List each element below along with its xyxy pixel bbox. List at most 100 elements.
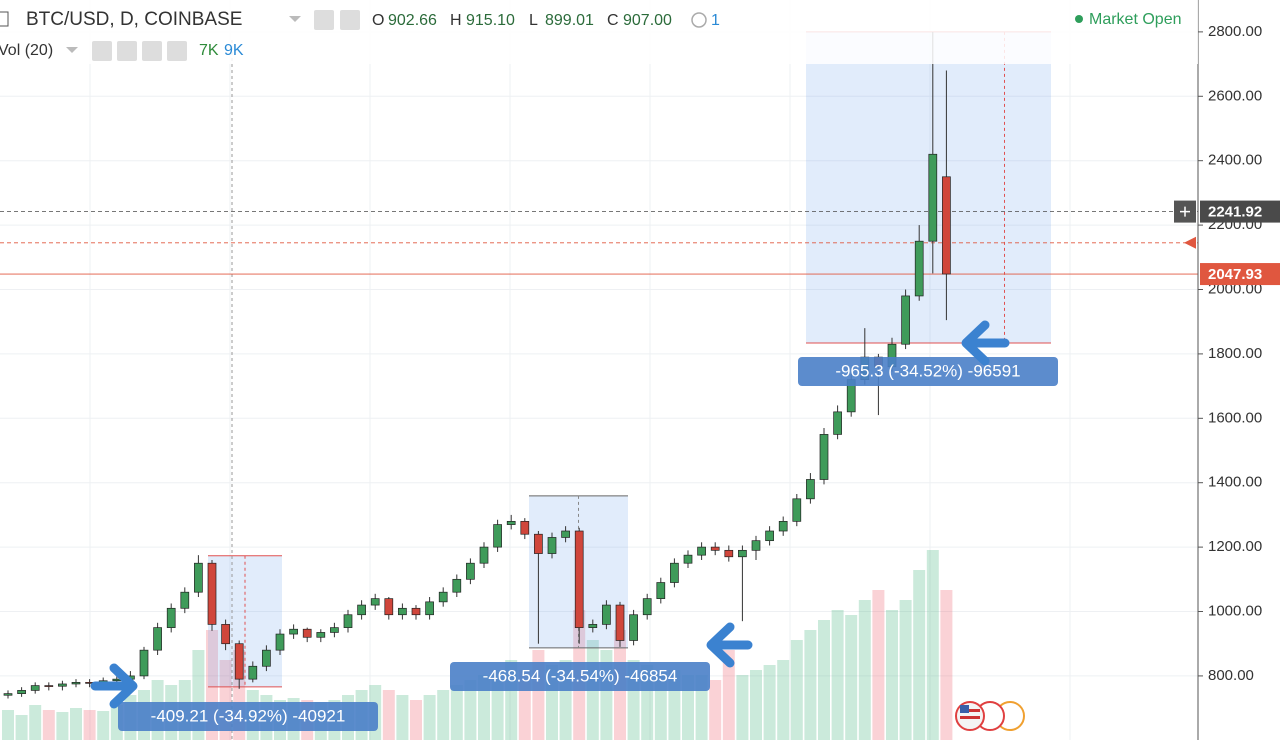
candle-body bbox=[928, 153, 938, 242]
measure-label: -468.54 (-34.54%) -46854 bbox=[483, 666, 678, 685]
icon[interactable] bbox=[142, 41, 162, 61]
icon[interactable] bbox=[117, 41, 137, 61]
volume-bar bbox=[682, 675, 694, 740]
volume-bar bbox=[437, 690, 450, 740]
volume-bar bbox=[777, 660, 790, 740]
candle-body bbox=[792, 498, 802, 522]
icon[interactable] bbox=[92, 41, 112, 61]
candle-body bbox=[751, 540, 761, 551]
candle-body bbox=[819, 434, 829, 480]
candle-body bbox=[180, 591, 190, 609]
menu-icon[interactable] bbox=[0, 11, 9, 27]
l-value: 899.01 bbox=[545, 12, 594, 29]
price-tag-label: 2047.93 bbox=[1208, 266, 1262, 283]
candle-body bbox=[602, 604, 611, 625]
volume-bar bbox=[913, 570, 926, 740]
axis-labels: 800.00 1000.00 1200.00 1400.00 1600.00 1800.0… bbox=[1174, 23, 1280, 684]
volume-bar bbox=[464, 680, 477, 740]
candle-body bbox=[574, 530, 584, 628]
candle-body bbox=[765, 530, 774, 542]
volume-bar bbox=[29, 705, 42, 740]
volume-bar bbox=[818, 620, 830, 740]
candle-body bbox=[166, 607, 176, 628]
candle-body bbox=[384, 598, 394, 616]
measure-labels: -409.21 (-34.92%) -40921 -468.54 (-34.54%… bbox=[118, 357, 1058, 731]
volume-bar bbox=[790, 640, 803, 740]
volume-bar bbox=[56, 712, 69, 740]
y-tick-label: 1000.00 bbox=[1208, 602, 1262, 619]
candle-body bbox=[207, 562, 217, 625]
candle-body bbox=[194, 562, 203, 593]
c-label: C bbox=[607, 12, 619, 29]
price-tag bbox=[1200, 263, 1280, 286]
volume-bar bbox=[804, 630, 817, 740]
candle-body bbox=[221, 624, 230, 645]
alert-count: 1 bbox=[711, 12, 720, 29]
dropdown[interactable] bbox=[289, 16, 301, 22]
dropdown[interactable] bbox=[66, 47, 78, 53]
volume-bar bbox=[450, 685, 463, 740]
flag-stripe bbox=[960, 716, 980, 719]
alert-icon[interactable] bbox=[691, 12, 707, 28]
candle-body bbox=[806, 479, 815, 500]
price-tag-label: 2241.92 bbox=[1208, 204, 1262, 221]
measure-label: -965.3 (-34.52%) -96591 bbox=[835, 361, 1020, 380]
candle-body bbox=[343, 614, 353, 628]
candle-body bbox=[452, 578, 462, 593]
icon[interactable] bbox=[340, 10, 360, 30]
candle-body bbox=[398, 607, 407, 616]
volume-study[interactable]: Vol (20) bbox=[0, 42, 53, 59]
volume-bar bbox=[410, 700, 422, 740]
measure-label-bg bbox=[798, 357, 1058, 386]
c-value: 907.00 bbox=[623, 12, 672, 29]
candle-body bbox=[248, 665, 258, 680]
candle-body bbox=[3, 693, 13, 696]
candle-body bbox=[656, 582, 666, 599]
arrow bbox=[90, 663, 138, 709]
volume-bar bbox=[382, 690, 395, 740]
symbol[interactable]: BTC/USD, D, COINBASE bbox=[26, 9, 242, 30]
candle-body bbox=[316, 632, 326, 638]
y-tick-label: 2600.00 bbox=[1208, 87, 1262, 104]
volume-ma: 9K bbox=[224, 42, 244, 59]
volume-bar bbox=[15, 715, 28, 740]
volume-bar bbox=[858, 600, 871, 740]
y-tick-label: 2800.00 bbox=[1208, 23, 1262, 40]
volume-bar bbox=[872, 590, 885, 740]
volume-bar bbox=[396, 695, 409, 740]
candle-body bbox=[547, 537, 557, 554]
candle-body bbox=[642, 598, 652, 616]
candle-body bbox=[738, 549, 747, 558]
market-status: Market Open bbox=[1089, 11, 1181, 28]
icon[interactable] bbox=[167, 41, 187, 61]
arrows bbox=[90, 320, 1010, 709]
status-dot bbox=[1075, 15, 1083, 23]
candle-body bbox=[71, 682, 81, 685]
candle-body bbox=[44, 685, 54, 687]
candle-body bbox=[30, 685, 40, 691]
icon[interactable] bbox=[314, 10, 334, 30]
candle-body bbox=[289, 628, 298, 635]
volume-value: 7K bbox=[199, 42, 219, 59]
candle-body bbox=[697, 546, 706, 556]
candle-body bbox=[534, 533, 543, 554]
y-tick-label: 2400.00 bbox=[1208, 152, 1262, 169]
candle-body bbox=[901, 295, 910, 345]
events[interactable] bbox=[955, 701, 1025, 731]
candle-body bbox=[58, 683, 67, 687]
measure-label-bg bbox=[450, 662, 710, 691]
price-lines bbox=[0, 211, 1198, 275]
ohlc: O 902.66 H 915.10 L 899.01 C 907.00 bbox=[372, 12, 672, 29]
volume-bar bbox=[940, 590, 953, 740]
candle-body bbox=[493, 524, 502, 548]
o-label: O bbox=[372, 12, 384, 29]
header-bg bbox=[0, 0, 1198, 64]
volume-bar bbox=[478, 675, 490, 740]
candle-body bbox=[670, 562, 679, 583]
candle-body bbox=[425, 601, 434, 616]
candle-body bbox=[330, 627, 339, 633]
volume-bar bbox=[423, 695, 436, 740]
candle-body bbox=[629, 614, 638, 641]
volume-bar bbox=[695, 675, 708, 740]
